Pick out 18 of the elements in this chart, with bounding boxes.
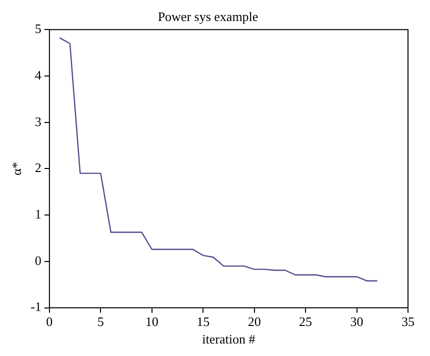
- x-tick-label: 25: [299, 314, 312, 330]
- x-tick-label: 0: [46, 314, 53, 330]
- y-axis-title: α*: [9, 162, 24, 176]
- y-tick-label: 5: [34, 21, 42, 36]
- x-tick-label: 15: [196, 314, 210, 330]
- x-axis-title: iteration #: [202, 332, 256, 347]
- y-tick-label: 2: [34, 160, 42, 176]
- y-tick-label: 3: [34, 114, 42, 129]
- y-tick-label: -1: [30, 299, 42, 314]
- x-tick-label: 5: [97, 314, 104, 330]
- x-tick-label: 35: [402, 314, 414, 330]
- x-tick-label: 10: [145, 314, 158, 330]
- y-tick-label: 1: [34, 206, 42, 222]
- y-tick-label: 0: [34, 252, 42, 268]
- chart-title: Power sys example: [158, 9, 258, 24]
- x-tick-label: 20: [248, 314, 261, 330]
- x-tick-label: 30: [350, 314, 364, 330]
- y-tick-label: 4: [34, 67, 42, 82]
